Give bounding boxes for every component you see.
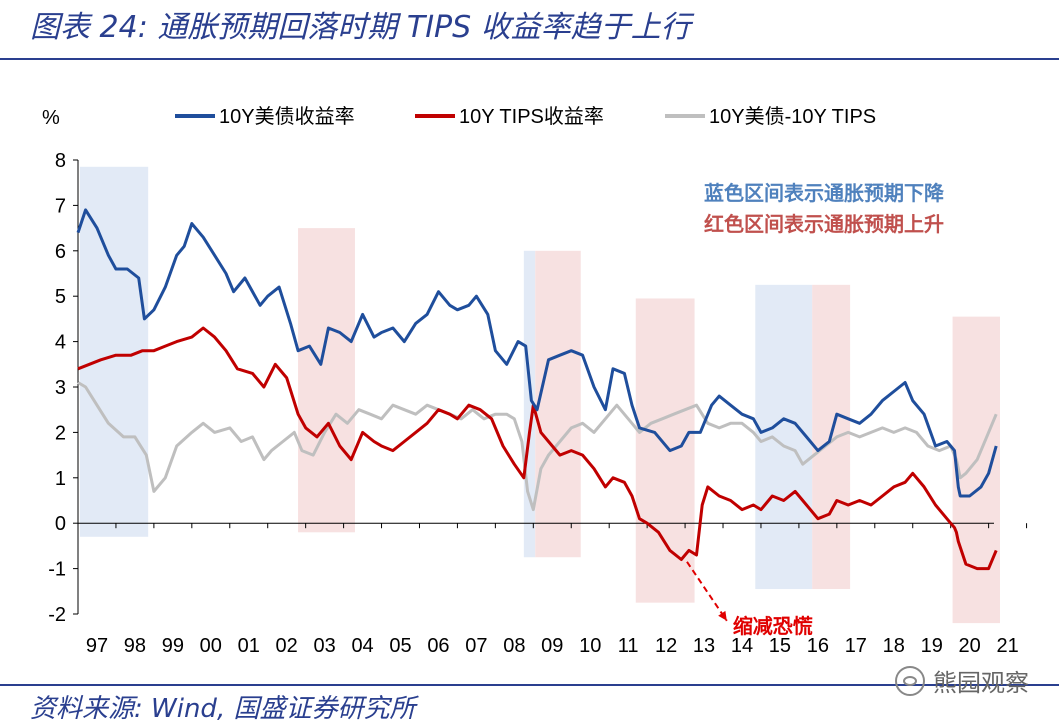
x-tick-label: 21 [996, 635, 1018, 657]
y-tick-label: 3 [55, 377, 66, 399]
y-tick-label: 1 [55, 468, 66, 490]
series-lines [76, 208, 998, 571]
shaded-regions [79, 166, 1000, 624]
x-tick-label: 04 [351, 635, 373, 657]
x-tick-label: 20 [959, 635, 981, 657]
series-line-1 [77, 326, 998, 571]
watermark-label: 熊园观察 [933, 669, 1029, 697]
shaded-region-up [535, 250, 581, 558]
y-tick-label: 0 [55, 513, 66, 535]
y-tick-label: -2 [48, 604, 66, 626]
x-tick-label: 06 [427, 635, 449, 657]
x-tick-label: 97 [86, 635, 108, 657]
x-tick-label: 00 [200, 635, 222, 657]
series-line-0 [76, 208, 998, 498]
title-rule [0, 58, 1059, 60]
x-tick-label: 07 [465, 635, 487, 657]
legend-label: 10Y美债-10Y TIPS [709, 105, 876, 128]
legend: 10Y美债收益率 10Y TIPS收益率 10Y美债-10Y TIPS [175, 105, 876, 128]
note-blue-region: 蓝色区间表示通胀预期下降 [704, 181, 945, 205]
x-tick-label: 99 [162, 635, 184, 657]
shaded-region-up [952, 316, 1000, 624]
legend-label: 10Y TIPS收益率 [459, 105, 604, 128]
shaded-region-down [755, 284, 813, 590]
shaded-region-up [298, 228, 355, 533]
x-tick-label: 05 [389, 635, 411, 657]
x-tick-label: 15 [769, 635, 791, 657]
y-tick-label: 7 [55, 195, 66, 217]
footer-rule [0, 684, 1059, 686]
y-tick-label: -1 [48, 559, 66, 581]
y-tick-label: 4 [55, 332, 66, 354]
x-tick-label: 19 [921, 635, 943, 657]
page-title: 图表 24: 通胀预期回落时期 TIPS 收益率趋于上行 [30, 10, 691, 45]
x-tick-label: 10 [579, 635, 601, 657]
x-tick-label: 13 [693, 635, 715, 657]
legend-label: 10Y美债收益率 [219, 105, 355, 128]
y-tick-label: 8 [55, 150, 66, 172]
taper-arrow-shaft [686, 561, 728, 622]
wechat-icon [895, 665, 925, 696]
y-axis-unit: % [42, 107, 60, 129]
x-tick-label: 16 [807, 635, 829, 657]
x-tick-label: 18 [883, 635, 905, 657]
watermark: 熊园观察 [895, 663, 1029, 698]
taper-tantrum-label: 缩减恐慌 [733, 614, 813, 638]
x-tick-label: 12 [655, 635, 677, 657]
x-tick-label: 98 [124, 635, 146, 657]
x-tick-label: 03 [314, 635, 336, 657]
series-line-2 [77, 381, 998, 512]
x-tick-label: 11 [618, 635, 639, 657]
taper-arrow-head [718, 610, 727, 621]
x-tick-label: 17 [845, 635, 867, 657]
x-tick-label: 08 [503, 635, 525, 657]
x-tick-label: 01 [238, 635, 260, 657]
y-tick-label: 6 [55, 241, 66, 263]
x-tick-label: 14 [731, 635, 753, 657]
y-tick-label: 5 [55, 286, 66, 308]
shaded-region-up [635, 298, 695, 603]
shaded-region-down [523, 250, 536, 558]
note-red-region: 红色区间表示通胀预期上升 [704, 212, 944, 236]
source-note: 资料来源: Wind, 国盛证券研究所 [30, 694, 416, 724]
y-tick-label: 2 [55, 422, 66, 444]
x-tick-label: 02 [276, 635, 298, 657]
x-tick-label: 09 [541, 635, 563, 657]
